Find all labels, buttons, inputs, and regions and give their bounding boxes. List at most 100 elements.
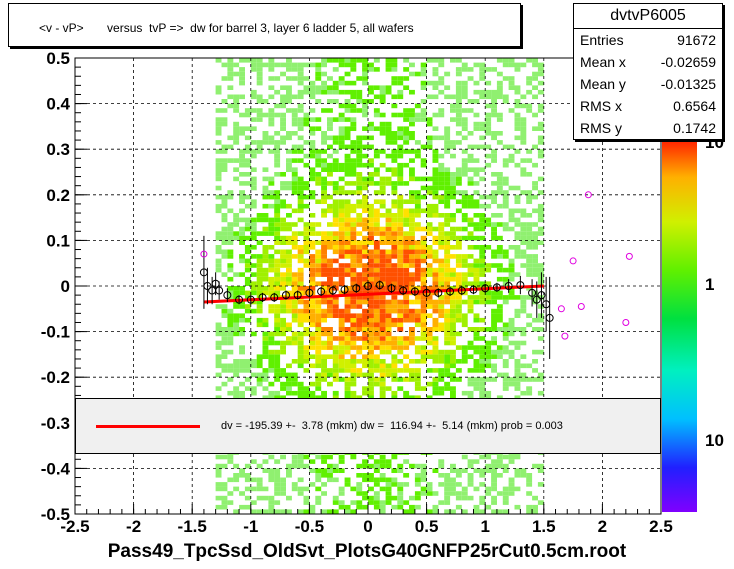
histogram-cell — [332, 258, 339, 264]
histogram-cell — [461, 359, 468, 364]
histogram-cell — [391, 80, 398, 86]
histogram-cell — [467, 345, 474, 350]
histogram-cell — [409, 172, 415, 177]
histogram-cell — [532, 144, 538, 150]
histogram-cell — [397, 267, 404, 273]
histogram-cell — [327, 172, 333, 177]
profile-point — [532, 295, 541, 304]
histogram-cell — [274, 89, 281, 95]
histogram-cell — [420, 308, 427, 314]
histogram-cell — [356, 89, 363, 95]
histogram-cell — [496, 176, 503, 182]
histogram-cell — [280, 331, 286, 337]
histogram-cell — [239, 190, 245, 195]
histogram-cell — [485, 89, 492, 95]
histogram-cell — [508, 340, 515, 346]
histogram-cell — [291, 390, 298, 396]
histogram-cell — [502, 491, 509, 496]
histogram-cell — [379, 295, 386, 300]
histogram-cell — [450, 354, 456, 359]
x-tick-label: 0 — [363, 517, 372, 536]
histogram-cell — [221, 340, 228, 346]
histogram-cell — [414, 386, 421, 391]
histogram-cell — [239, 235, 245, 241]
histogram-cell — [438, 181, 445, 186]
histogram-cell — [221, 203, 228, 209]
histogram-cell — [426, 245, 433, 250]
histogram-cell — [368, 495, 374, 501]
histogram-cell — [256, 363, 263, 369]
histogram-cell — [379, 181, 386, 186]
histogram-cell — [496, 245, 503, 250]
x-tick-label: 2 — [598, 517, 607, 536]
histogram-cell — [332, 377, 339, 382]
histogram-cell — [397, 172, 404, 177]
histogram-cell — [350, 226, 357, 232]
histogram-cell — [379, 486, 386, 492]
histogram-cell — [514, 468, 521, 473]
histogram-cell — [397, 226, 404, 232]
y-tick-label: 0 — [61, 277, 70, 296]
histogram-cell — [385, 131, 392, 136]
histogram-cell — [491, 322, 497, 328]
histogram-cell — [473, 276, 480, 282]
histogram-cell — [479, 126, 486, 131]
histogram-cell — [444, 258, 451, 264]
histogram-cell — [268, 135, 275, 141]
histogram-cell — [297, 71, 304, 77]
histogram-cell — [414, 322, 421, 328]
histogram-cell — [491, 135, 497, 141]
histogram-cell — [291, 181, 298, 186]
histogram-cell — [244, 377, 251, 382]
histogram-cell — [297, 217, 304, 223]
stats-label: Mean x — [580, 54, 626, 70]
histogram-cell — [338, 190, 345, 195]
histogram-cell — [379, 94, 386, 100]
histogram-cell — [432, 135, 439, 141]
histogram-cell — [368, 327, 374, 332]
histogram-cell — [520, 263, 527, 268]
histogram-cell — [526, 108, 533, 113]
histogram-cell — [274, 267, 281, 273]
histogram-cell — [537, 336, 544, 341]
histogram-cell — [356, 500, 363, 505]
histogram-cell — [280, 258, 286, 264]
histogram-cell — [297, 181, 304, 186]
histogram-cell — [403, 368, 410, 373]
histogram-cell — [450, 286, 456, 291]
histogram-cell — [315, 172, 322, 177]
histogram-cell — [368, 162, 374, 168]
histogram-cell — [461, 121, 468, 127]
histogram-cell — [309, 304, 316, 309]
histogram-cell — [321, 368, 327, 373]
histogram-cell — [362, 135, 368, 141]
histogram-cell — [455, 89, 462, 95]
histogram-cell — [432, 377, 439, 382]
histogram-cell — [426, 368, 433, 373]
histogram-cell — [502, 468, 509, 473]
histogram-cell — [444, 267, 451, 273]
histogram-cell — [479, 222, 486, 227]
histogram-cell — [362, 340, 368, 346]
histogram-cell — [426, 185, 433, 191]
histogram-cell — [350, 354, 357, 359]
histogram-cell — [327, 240, 333, 245]
histogram-cell — [420, 144, 427, 150]
histogram-cell — [373, 126, 380, 131]
histogram-cell — [315, 308, 322, 314]
histogram-cell — [356, 217, 363, 223]
histogram-cell — [280, 281, 286, 286]
histogram-cell — [309, 240, 316, 245]
histogram-cell — [373, 354, 380, 359]
histogram-cell — [303, 203, 310, 209]
profile-point — [203, 282, 212, 290]
histogram-cell — [297, 340, 304, 346]
histogram-cell — [338, 235, 345, 241]
histogram-cell — [344, 327, 351, 332]
histogram-cell — [344, 482, 351, 487]
histogram-cell — [350, 254, 357, 259]
histogram-cell — [373, 308, 380, 314]
histogram-cell — [221, 240, 228, 245]
histogram-cell — [461, 349, 468, 355]
histogram-cell — [450, 254, 456, 259]
